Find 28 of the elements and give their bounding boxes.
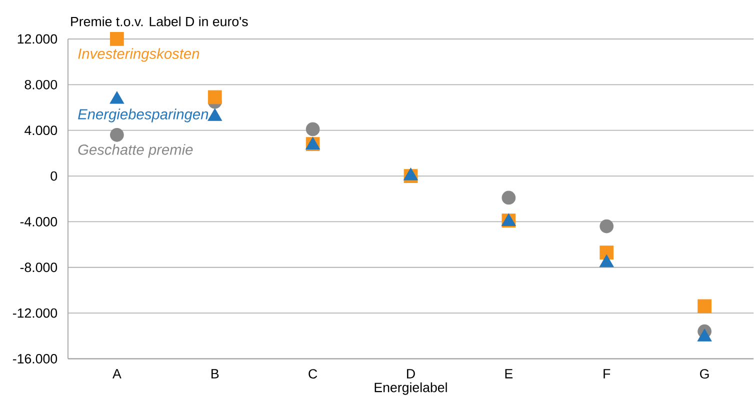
x-axis-title: Energielabel [374, 382, 447, 395]
y-tick-label: -4.000 [20, 217, 58, 227]
point [110, 128, 124, 142]
point [600, 219, 614, 234]
series-label: Energiebesparingen [78, 108, 208, 122]
x-tick-label: E [505, 369, 513, 378]
y-tick-label: 12.000 [18, 34, 58, 44]
point [502, 190, 516, 205]
point [110, 32, 124, 46]
x-tick-label: B [212, 369, 219, 378]
x-tick-label: D [407, 369, 415, 378]
series-label: Geschatte premie [78, 144, 193, 158]
x-tick-label: A [112, 369, 122, 378]
y-tick-label: 8.000 [24, 80, 58, 90]
x-tick-label: F [604, 369, 610, 378]
point [698, 299, 712, 314]
y-tick-label: -16.000 [12, 354, 58, 364]
series-label: Investeringskosten [78, 48, 200, 62]
y-tick-label: -8.000 [20, 262, 58, 272]
y-tick-label: -12.000 [12, 308, 58, 318]
point [208, 90, 222, 104]
y-tick-label: 0 [50, 171, 58, 181]
y-tick-label: 4.000 [24, 126, 58, 136]
x-tick-label: C [308, 369, 318, 379]
x-tick-label: G [700, 369, 709, 379]
point [600, 246, 614, 260]
point [306, 122, 320, 136]
y-axis-title: Premie t.o.v. Label D in euro's [71, 16, 248, 26]
